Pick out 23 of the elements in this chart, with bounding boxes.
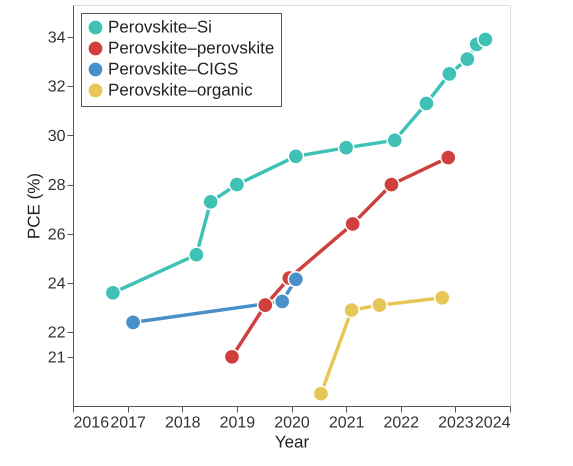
y-tick-label: 32 (48, 78, 66, 96)
legend-label: Perovskite–Si (108, 18, 212, 36)
y-tick-label: 21 (48, 349, 66, 366)
x-tick-label: 2016 (74, 414, 110, 432)
x-tick-label: 2019 (220, 414, 256, 432)
y-tick-label: 28 (48, 177, 66, 194)
y-axis-title: PCE (%) (24, 172, 44, 240)
x-tick-label: 2024 (474, 414, 511, 432)
x-tick-label: 2023 (438, 414, 474, 432)
y-tick-label: 24 (48, 275, 66, 292)
legend-label: Perovskite–perovskite (108, 38, 274, 58)
y-tick-label: 26 (48, 226, 66, 244)
x-tick-label: 2022 (383, 414, 420, 432)
x-tick-label: 2017 (110, 414, 146, 432)
x-tick-label: 2021 (328, 414, 365, 432)
legend-label: Perovskite–organic (108, 80, 254, 100)
x-tick-label: 2020 (274, 414, 310, 432)
y-tick-label: 30 (48, 128, 66, 145)
y-tick-label: 22 (48, 324, 66, 342)
legend-label: Perovskite–CIGS (108, 60, 238, 78)
x-axis-title: Year (274, 432, 310, 452)
y-tick-label: 34 (48, 29, 66, 46)
x-tick-label: 2018 (164, 414, 201, 432)
